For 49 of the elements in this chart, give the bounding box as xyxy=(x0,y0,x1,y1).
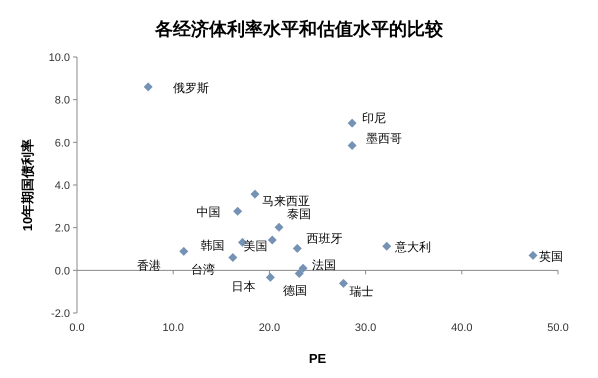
x-tick-label: 20.0 xyxy=(258,322,280,334)
point xyxy=(294,269,304,278)
y-tick-label: 4.0 xyxy=(54,180,70,192)
x-tick-label: 0.0 xyxy=(69,322,85,334)
point xyxy=(292,244,302,253)
x-tick-label: 10.0 xyxy=(162,322,184,334)
y-axis-title: 10年期国债利率 xyxy=(20,138,35,232)
point xyxy=(233,206,242,216)
point xyxy=(528,250,538,260)
annotation: 台湾 xyxy=(190,262,215,277)
annotation: 英国 xyxy=(538,249,563,264)
point xyxy=(348,141,357,150)
y-tick-label: 0.0 xyxy=(54,265,70,278)
annotation: 德国 xyxy=(283,284,308,298)
x-axis-title: PE xyxy=(308,351,326,366)
y-tick-label: 8.0 xyxy=(54,94,70,107)
point xyxy=(298,264,308,273)
annotation: 美国 xyxy=(243,239,268,254)
y-tick-label: 10.0 xyxy=(48,52,70,64)
point xyxy=(338,278,348,288)
point xyxy=(250,190,260,199)
point xyxy=(274,222,284,232)
annotation: 墨西哥 xyxy=(366,132,402,146)
annotation: 日本 xyxy=(231,279,256,294)
annotation: 马来西亚 xyxy=(262,194,310,208)
annotation: 意大利 xyxy=(394,240,431,254)
annotation: 印尼 xyxy=(362,111,386,126)
x-tick-label: 30.0 xyxy=(354,322,376,334)
point xyxy=(228,253,238,262)
point xyxy=(144,82,153,92)
x-tick-label: 40.0 xyxy=(451,322,473,334)
annotation: 泰国 xyxy=(287,207,312,222)
annotation: 中国 xyxy=(196,205,221,220)
point xyxy=(268,236,277,245)
y-tick-label: -2.0 xyxy=(51,308,70,320)
annotation: 法国 xyxy=(312,258,336,272)
point xyxy=(266,272,275,282)
annotation: 俄罗斯 xyxy=(173,80,210,95)
annotation: 瑞士 xyxy=(349,284,374,298)
annotation: 西班牙 xyxy=(306,231,342,246)
y-tick-label: 6.0 xyxy=(54,137,70,150)
point xyxy=(179,246,188,256)
point xyxy=(382,242,392,251)
annotation: 韩国 xyxy=(200,238,224,252)
x-tick-label: 50.0 xyxy=(547,322,569,334)
point xyxy=(348,118,357,128)
annotation: 香港 xyxy=(136,258,161,272)
chart-title: 各经济体利率水平和估值水平的比较 xyxy=(154,19,444,39)
y-tick-label: 2.0 xyxy=(54,222,70,235)
